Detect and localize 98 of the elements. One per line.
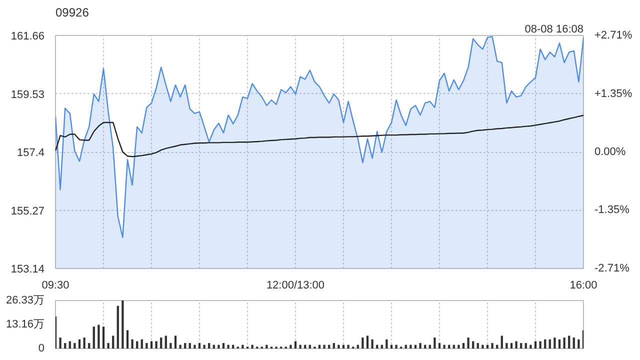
bar (482, 344, 484, 348)
bar (116, 306, 119, 348)
bar (78, 339, 81, 348)
line-series (56, 114, 584, 158)
bar (510, 343, 513, 348)
bar (506, 343, 508, 348)
bar (371, 339, 374, 348)
bar (174, 336, 177, 348)
y-tick-label: 153.14 (10, 264, 45, 276)
bar (443, 344, 446, 348)
bar (227, 344, 230, 348)
bar (332, 343, 335, 348)
bar (155, 341, 158, 348)
bar (251, 344, 254, 348)
bar (462, 343, 465, 348)
bar (476, 343, 479, 348)
bar (83, 338, 86, 348)
bar (98, 324, 100, 348)
bar (64, 343, 66, 348)
bar (146, 343, 148, 348)
y-tick-label: 155.27 (10, 205, 45, 218)
bar (290, 344, 292, 348)
bar (338, 344, 340, 348)
bar (434, 338, 436, 348)
bar (184, 343, 186, 348)
bar (563, 338, 566, 348)
bar (179, 344, 182, 348)
y2-tick-label: -1.35% (594, 204, 630, 216)
bar (203, 344, 206, 348)
bar (323, 344, 326, 348)
bar (88, 343, 90, 348)
bar (126, 330, 129, 348)
y2-tick-label: 0.00% (594, 146, 626, 158)
bar (419, 343, 422, 348)
bar (294, 341, 297, 348)
bar (438, 343, 441, 348)
bar (467, 338, 470, 348)
bar (578, 339, 580, 348)
bar (59, 338, 62, 348)
bar (218, 344, 220, 348)
y2-tick-label: -2.71% (594, 262, 630, 274)
bar (539, 341, 542, 348)
bar (544, 339, 546, 348)
bar (140, 339, 143, 348)
bar (92, 326, 95, 348)
y-tick-label: 159.53 (10, 88, 45, 101)
bar (554, 338, 556, 348)
x-tick-label: 16:00 (570, 280, 598, 292)
bar (74, 343, 76, 348)
y-tick-label: 161.66 (10, 30, 45, 42)
y2-tick-label: +1.35% (594, 88, 632, 100)
annotation: 08-08 16:08 (524, 24, 584, 36)
y-tick-label: 26.33万 (6, 294, 45, 306)
bar (170, 343, 172, 348)
bar (266, 344, 268, 348)
bar (366, 336, 369, 348)
bar (491, 343, 494, 348)
x-tick-label: 12:00/13:00 (266, 280, 325, 292)
bar (347, 344, 350, 348)
bar (572, 338, 575, 348)
x-tick-label: 09:30 (42, 280, 70, 292)
bar (472, 341, 474, 348)
bar (362, 338, 364, 348)
bar (299, 344, 302, 348)
bar (164, 336, 167, 348)
bar (194, 344, 196, 348)
bar (102, 326, 105, 348)
y-tick-label: 0 (38, 342, 45, 354)
bar (222, 343, 225, 348)
bar (136, 341, 138, 348)
chart-title: 09926 (56, 6, 90, 20)
bar (188, 343, 191, 348)
bar (242, 344, 244, 348)
bar (515, 341, 518, 348)
bar (530, 344, 532, 348)
bar (198, 343, 201, 348)
bar (410, 344, 412, 348)
bar (548, 339, 551, 348)
y-tick-label: 157.4 (16, 147, 45, 159)
bar (131, 339, 134, 348)
bar (386, 339, 388, 348)
bar (112, 336, 114, 348)
y2-tick-label: +2.71% (594, 30, 632, 42)
bar (520, 343, 522, 348)
bar (558, 339, 561, 348)
bar (568, 336, 570, 348)
bar (107, 343, 110, 348)
bar (160, 338, 162, 348)
bar (458, 344, 460, 348)
bar (534, 341, 537, 348)
bar (500, 336, 503, 348)
bar (122, 300, 124, 348)
y-tick-label: 13.16万 (6, 318, 45, 331)
bar (208, 343, 210, 348)
bar (524, 343, 527, 348)
bar (395, 344, 398, 348)
bar (150, 341, 153, 348)
bar (68, 341, 71, 348)
